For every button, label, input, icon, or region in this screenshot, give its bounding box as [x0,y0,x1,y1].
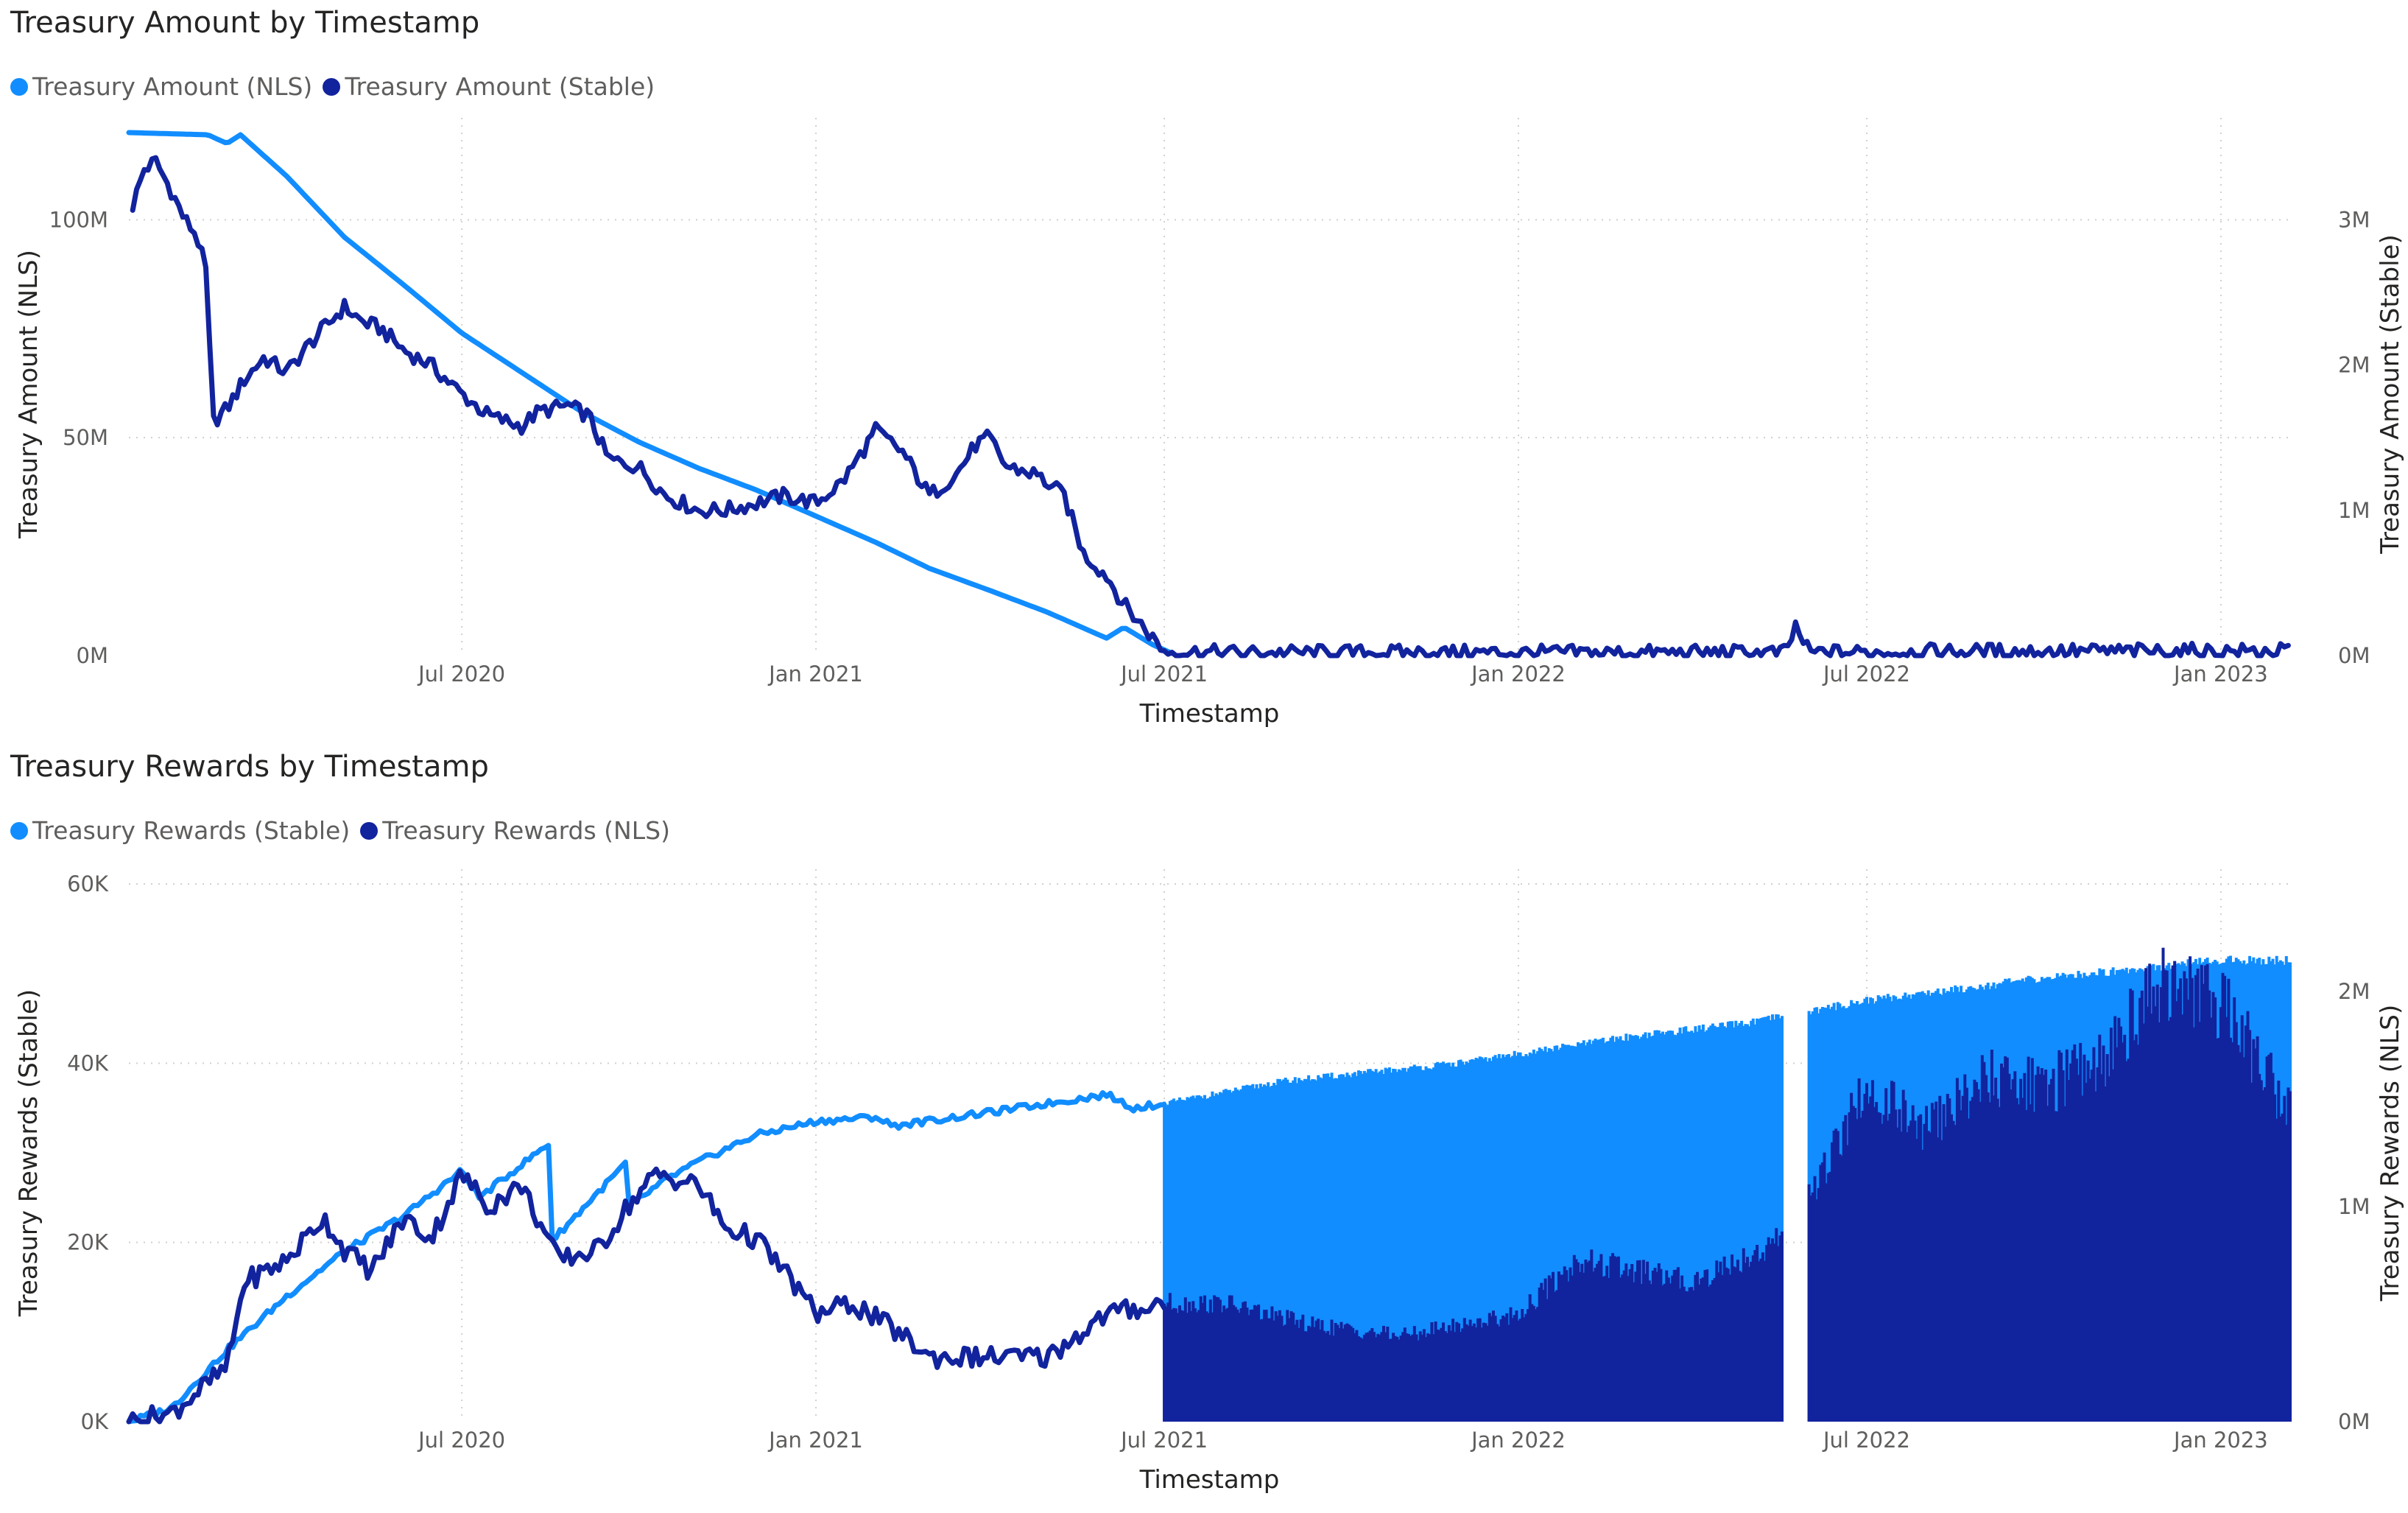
legend-dot [10,821,28,840]
y-axis-left: 0M 50M 100M [49,207,108,668]
y-axis-title: Treasury Rewards (Stable) [14,989,43,1317]
series-right [130,155,2291,659]
series-left [126,130,1175,656]
series-line [126,1090,1167,1425]
legend: Treasury Rewards (Stable) Treasury Rewar… [10,816,670,845]
x-tick-label: Jul 2020 [417,1428,505,1453]
x-tick-label: Jan 2021 [767,1428,863,1453]
y-axis-right: 0M 1M 2M [2338,979,2370,1434]
x-tick-label: Jan 2022 [1470,1428,1566,1453]
x-tick-label: Jan 2022 [1470,661,1566,687]
legend-item-stable[interactable]: Treasury Rewards (Stable) [10,816,350,845]
legend-label: Treasury Rewards (Stable) [32,816,351,845]
legend-item-nls[interactable]: Treasury Amount (NLS) [10,72,312,101]
x-tick-label: Jul 2020 [417,661,505,687]
legend: Treasury Amount (NLS) Treasury Amount (S… [10,72,655,101]
chart-title: Treasury Amount by Timestamp [10,6,480,40]
series-line [126,130,1175,656]
legend-dot [323,77,341,96]
y2-tick-label: 3M [2338,207,2370,232]
y-tick-label: 50M [63,425,108,450]
y2-tick-label: 2M [2338,353,2370,378]
legend-dot [360,821,379,840]
legend-label: Treasury Amount (Stable) [345,72,655,101]
treasury-rewards-panel: Treasury Rewards by Timestamp Treasury R… [0,744,2408,1513]
y-tick-label: 40K [67,1050,109,1075]
y2-tick-label: 2M [2338,979,2370,1004]
series-line [126,1166,1167,1425]
x-tick-label: Jan 2023 [2172,661,2268,687]
y-axis-left: 0K 20K 40K 60K [67,871,109,1434]
series-right [126,947,2292,1425]
x-tick-label: Jul 2021 [1119,661,1208,687]
series-area [1163,947,2292,1422]
x-axis: Jul 2020 Jan 2021 Jul 2021 Jan 2022 Jul 2022… [417,1428,2268,1453]
series-line [130,155,2291,659]
y-axis-title: Treasury Amount (NLS) [14,250,43,539]
x-tick-label: Jan 2021 [767,661,863,687]
x-axis-title: Timestamp [1139,699,1280,729]
legend-item-nls[interactable]: Treasury Rewards (NLS) [360,816,670,845]
y2-axis-title: Treasury Rewards (NLS) [2376,1005,2405,1302]
x-tick-label: Jul 2022 [1822,1428,1910,1453]
y-tick-label: 20K [67,1230,109,1255]
x-axis: Jul 2020 Jan 2021 Jul 2021 Jan 2022 Jul 2022… [417,661,2268,687]
y2-tick-label: 1M [2338,498,2370,523]
x-tick-label: Jul 2021 [1119,1428,1208,1453]
y2-tick-label: 0M [2338,643,2370,668]
chart-title: Treasury Rewards by Timestamp [10,750,489,784]
y-tick-label: 60K [67,871,109,896]
y2-tick-label: 1M [2338,1194,2370,1219]
y2-tick-label: 0M [2338,1409,2370,1434]
y-tick-label: 0K [81,1409,109,1434]
legend-label: Treasury Rewards (NLS) [382,816,670,845]
treasury-rewards-chart: Jul 2020 Jan 2021 Jul 2021 Jan 2022 Jul 2022… [14,869,2405,1495]
legend-item-stable[interactable]: Treasury Amount (Stable) [323,72,655,101]
treasury-amount-chart: Jul 2020 Jan 2021 Jul 2021 Jan 2022 Jul 2022… [14,118,2405,729]
y-tick-label: 0M [77,643,108,668]
x-tick-label: Jul 2022 [1822,661,1910,687]
gridlines [129,118,2290,656]
y2-axis-title: Treasury Amount (Stable) [2376,234,2405,555]
legend-dot [10,77,28,96]
legend-label: Treasury Amount (NLS) [32,72,313,101]
x-tick-label: Jan 2023 [2172,1428,2268,1453]
treasury-amount-panel: Treasury Amount by Timestamp Treasury Am… [0,0,2408,737]
y-tick-label: 100M [49,207,108,232]
x-axis-title: Timestamp [1139,1465,1280,1495]
y-axis-right: 0M 1M 2M 3M [2338,207,2370,668]
